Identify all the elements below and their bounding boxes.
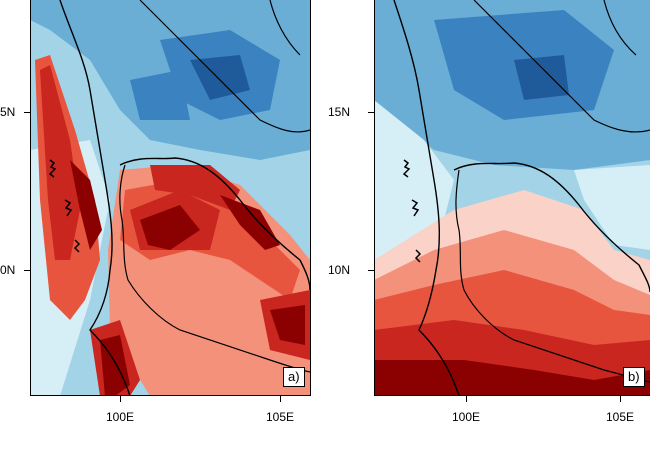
x-tick-b-100 [466,396,467,402]
y-tick-b-15 [368,112,374,113]
x-label-b-100: 100E [452,410,481,424]
x-tick-b-105 [620,396,621,402]
y-tick-b-10 [368,270,374,271]
map-a-field [30,0,310,396]
panel-a-label: a) [283,367,305,387]
x-tick-a-100 [120,396,121,402]
y-label-b-15: 15N [328,105,351,119]
x-tick-a-105 [280,396,281,402]
y-tick-a-15 [24,112,30,113]
x-label-a-100: 100E [106,410,135,424]
panel-b-label: b) [623,367,645,387]
y-tick-a-10 [24,270,30,271]
map-panel-a [30,0,310,396]
y-label-a-10: 0N [0,263,16,277]
map-panel-b [374,0,650,396]
y-label-b-10: 10N [328,263,351,277]
map-b-field [374,0,650,396]
y-label-a-15: 5N [0,105,16,119]
x-label-b-105: 105E [606,410,635,424]
x-label-a-105: 105E [266,410,295,424]
